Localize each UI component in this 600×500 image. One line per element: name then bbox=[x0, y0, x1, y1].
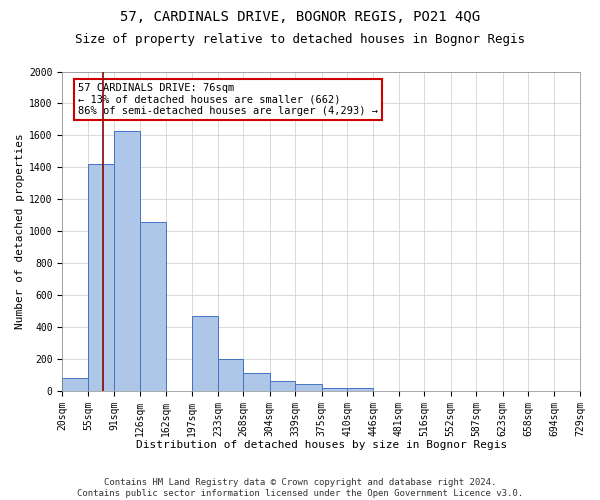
Bar bbox=[191, 316, 218, 391]
Bar bbox=[62, 378, 88, 391]
Bar bbox=[295, 384, 322, 391]
Y-axis label: Number of detached properties: Number of detached properties bbox=[15, 134, 25, 329]
Bar bbox=[114, 130, 140, 391]
Text: 57 CARDINALS DRIVE: 76sqm
← 13% of detached houses are smaller (662)
86% of semi: 57 CARDINALS DRIVE: 76sqm ← 13% of detac… bbox=[78, 82, 378, 116]
Bar bbox=[218, 359, 244, 391]
X-axis label: Distribution of detached houses by size in Bognor Regis: Distribution of detached houses by size … bbox=[136, 440, 507, 450]
Bar bbox=[347, 388, 373, 391]
Bar bbox=[270, 382, 295, 391]
Text: Contains HM Land Registry data © Crown copyright and database right 2024.
Contai: Contains HM Land Registry data © Crown c… bbox=[77, 478, 523, 498]
Text: Size of property relative to detached houses in Bognor Regis: Size of property relative to detached ho… bbox=[75, 32, 525, 46]
Bar bbox=[140, 222, 166, 391]
Text: 57, CARDINALS DRIVE, BOGNOR REGIS, PO21 4QG: 57, CARDINALS DRIVE, BOGNOR REGIS, PO21 … bbox=[120, 10, 480, 24]
Bar bbox=[322, 388, 347, 391]
Bar bbox=[88, 164, 114, 391]
Bar bbox=[244, 374, 270, 391]
